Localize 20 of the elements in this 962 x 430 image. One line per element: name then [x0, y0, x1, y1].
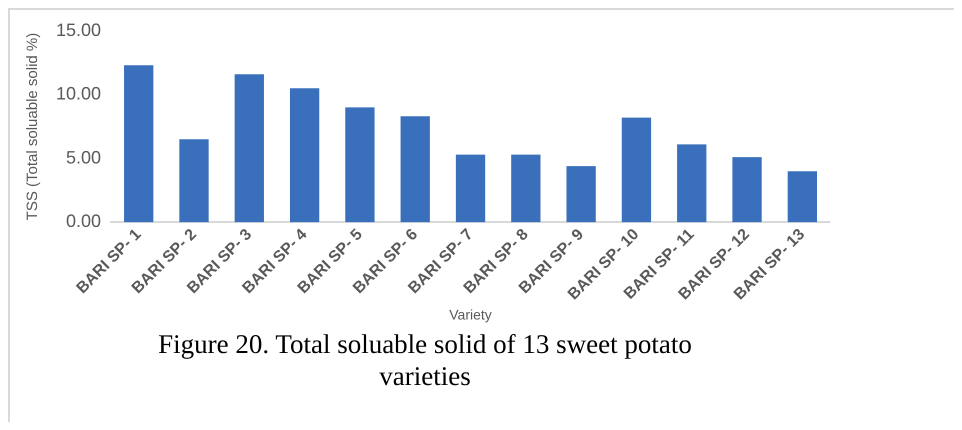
bar	[400, 116, 430, 222]
bar	[345, 107, 375, 222]
y-tick-label: 15.00	[56, 20, 102, 40]
bar	[732, 157, 762, 222]
y-tick-label: 10.00	[56, 84, 102, 104]
y-tick-label: 0.00	[66, 211, 102, 232]
bar	[622, 118, 652, 222]
y-axis-title: TSS (Total soluable solid %)	[24, 32, 42, 220]
x-axis-title: Variety	[449, 306, 492, 322]
bar	[290, 88, 320, 222]
bar	[179, 139, 209, 222]
bar	[456, 154, 486, 222]
bar	[511, 154, 540, 222]
bar	[566, 166, 596, 222]
bar	[677, 144, 706, 222]
bar	[234, 74, 264, 222]
caption: Figure 20. Total soluable solid of 13 sweet potato varieties	[157, 328, 693, 392]
bar	[788, 171, 818, 222]
y-tick-label: 5.00	[66, 147, 102, 168]
bar	[124, 65, 154, 222]
